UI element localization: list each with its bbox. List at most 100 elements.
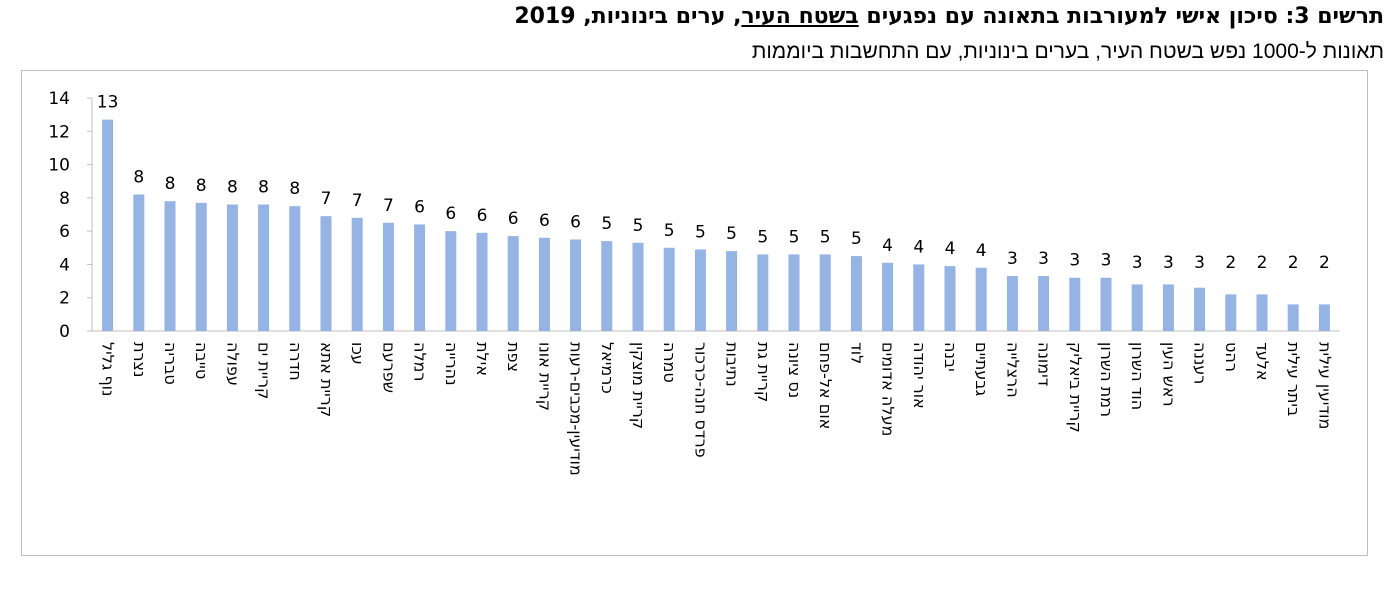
category-label: נהרייה bbox=[442, 342, 461, 386]
bar bbox=[1194, 287, 1206, 331]
bar bbox=[507, 236, 519, 331]
category-label: אלעד bbox=[1253, 342, 1272, 381]
bar bbox=[913, 264, 925, 331]
category-label: אילת bbox=[473, 342, 492, 376]
category-label: רהט bbox=[1222, 342, 1241, 372]
bar bbox=[1318, 304, 1330, 331]
category-label: מעלה אדומים bbox=[879, 342, 898, 436]
bar bbox=[975, 267, 987, 331]
bar bbox=[1069, 277, 1081, 331]
bar-value-label: 4 bbox=[913, 237, 924, 257]
bar-value-label: 3 bbox=[1038, 249, 1049, 269]
bar-value-label: 2 bbox=[1288, 253, 1299, 273]
bar-value-label: 5 bbox=[633, 216, 644, 236]
bar-value-label: 13 bbox=[97, 93, 119, 113]
bar bbox=[1006, 276, 1018, 331]
category-label: קריית אונו bbox=[535, 342, 554, 411]
bar bbox=[1162, 284, 1174, 331]
bar-value-label: 7 bbox=[352, 191, 363, 211]
chart-frame bbox=[21, 70, 1368, 556]
bar bbox=[850, 256, 862, 331]
bar-value-label: 3 bbox=[1069, 251, 1080, 271]
category-label: אום אל-פחם bbox=[816, 342, 835, 429]
bar bbox=[601, 241, 613, 331]
bar-value-label: 8 bbox=[227, 178, 238, 198]
bar-value-label: 3 bbox=[1194, 253, 1205, 273]
category-label: קריית ים bbox=[255, 342, 274, 399]
bar bbox=[382, 222, 394, 331]
bar-value-label: 6 bbox=[445, 204, 456, 224]
bar-value-label: 5 bbox=[851, 229, 862, 249]
category-label: אור יהודה bbox=[910, 342, 929, 409]
bar-value-label: 2 bbox=[1225, 253, 1236, 273]
category-label: קריית מוצקין bbox=[629, 342, 648, 429]
bar bbox=[726, 251, 738, 331]
category-label: ביתר עילית bbox=[1284, 342, 1303, 416]
bar bbox=[632, 242, 644, 331]
bar-value-label: 6 bbox=[508, 209, 519, 229]
bar-value-label: 8 bbox=[165, 174, 176, 194]
bar-value-label: 3 bbox=[1132, 253, 1143, 273]
chart-title-underlined: בשטח העיר bbox=[741, 4, 859, 29]
bar bbox=[1287, 304, 1299, 331]
bar bbox=[1225, 294, 1237, 331]
bar bbox=[757, 254, 769, 331]
bar bbox=[819, 254, 831, 331]
category-label: טייבה bbox=[192, 342, 211, 379]
bar-value-label: 5 bbox=[726, 224, 737, 244]
bar-value-label: 5 bbox=[789, 227, 800, 247]
bar bbox=[320, 216, 332, 331]
bar-value-label: 6 bbox=[477, 206, 488, 226]
category-label: ראש העין bbox=[1159, 342, 1178, 407]
bar bbox=[694, 249, 706, 331]
category-label: קריית גת bbox=[754, 342, 773, 402]
bar bbox=[1131, 284, 1143, 331]
category-label: הרצלייה bbox=[1003, 342, 1022, 398]
bar-value-label: 5 bbox=[664, 221, 675, 241]
bar-value-label: 8 bbox=[258, 178, 269, 198]
category-label: יבנה bbox=[941, 342, 960, 372]
bar bbox=[133, 194, 145, 331]
category-label: כרמיאל bbox=[598, 342, 617, 394]
category-label: רעננה bbox=[1191, 342, 1210, 384]
category-label: מודיעין עילית bbox=[1315, 342, 1334, 429]
bar-value-label: 4 bbox=[882, 236, 893, 256]
bar-value-label: 5 bbox=[820, 227, 831, 247]
category-label: לוד bbox=[847, 342, 866, 364]
category-label: דימונה bbox=[1035, 342, 1054, 387]
bar-value-label: 8 bbox=[196, 176, 207, 196]
y-tick-label: 2 bbox=[59, 289, 70, 309]
chart-title-suffix: , ערים בינוניות, 2019 bbox=[514, 4, 742, 29]
bar bbox=[1038, 276, 1050, 331]
bar bbox=[164, 201, 176, 331]
bar bbox=[1100, 277, 1112, 331]
bar bbox=[788, 254, 800, 331]
y-tick-label: 6 bbox=[59, 222, 70, 242]
category-label: נוף גליל bbox=[99, 342, 118, 396]
bar-value-label: 5 bbox=[601, 214, 612, 234]
chart-value-labels: 138 8 8 8 8 8 7 7 7 6 6 6 6 6 6 5 5 5 5 5 5 5 5 5 4 4 4 4 3 3 3 3 3 3 3 2 2 2… bbox=[97, 93, 1330, 273]
bar bbox=[351, 217, 363, 331]
bar-value-label: 4 bbox=[976, 241, 987, 261]
y-tick-label: 0 bbox=[59, 322, 70, 342]
bar bbox=[226, 204, 238, 331]
bar-value-label: 7 bbox=[383, 196, 394, 216]
bar-value-label: 6 bbox=[539, 211, 550, 231]
bar-value-label: 6 bbox=[570, 212, 581, 232]
bar bbox=[102, 119, 114, 331]
category-label: נס ציונה bbox=[785, 342, 804, 398]
chart-subtitle: תאונות ל-1000 נפש בשטח העיר, בערים בינונ… bbox=[751, 40, 1384, 63]
category-label: נצרת bbox=[130, 342, 149, 377]
category-label: קריית ביאליק bbox=[1066, 342, 1085, 433]
bar bbox=[476, 232, 488, 331]
bar bbox=[258, 204, 270, 331]
bar bbox=[882, 262, 894, 331]
y-tick-label: 12 bbox=[48, 122, 70, 142]
bar-value-label: 3 bbox=[1101, 251, 1112, 271]
y-tick-label: 4 bbox=[59, 255, 70, 275]
category-label: נתיבות bbox=[723, 342, 742, 387]
bar-value-label: 2 bbox=[1319, 253, 1330, 273]
y-tick-label: 8 bbox=[59, 189, 70, 209]
bar-value-label: 7 bbox=[321, 189, 332, 209]
category-label: טמרה bbox=[660, 342, 679, 383]
